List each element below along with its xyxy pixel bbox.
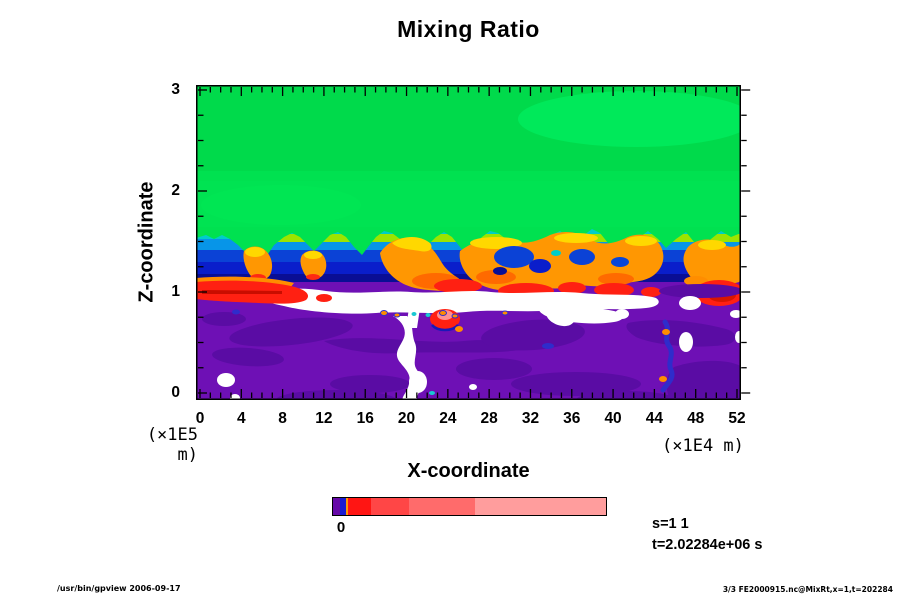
z-tick-label: 3 [171, 81, 180, 98]
z-tick-label: 0 [171, 384, 180, 401]
annotation-s: s=1 1 [652, 516, 689, 532]
x-tick-label: 48 [687, 410, 705, 427]
colorbar-segment [345, 498, 348, 515]
x-tick-label: 16 [356, 410, 374, 427]
x-axis-unit: (×1E4 m) [662, 436, 744, 456]
colorbar-segment [333, 498, 340, 515]
x-tick-label: 12 [315, 410, 333, 427]
contour-plot [196, 85, 751, 400]
x-tick-label: 40 [604, 410, 622, 427]
dark-purple-swirls [202, 284, 741, 400]
colorbar-segment [371, 498, 410, 515]
footer-command: /usr/bin/gpview 2006-09-17 [57, 584, 181, 593]
page-title: Mixing Ratio [397, 16, 540, 42]
x-tick-label: 28 [480, 410, 498, 427]
annotation-time: t=2.02284e+06 s [652, 537, 763, 553]
footer-source: 3/3 FE2000915.nc@MixRt,x=1,t=202284 [722, 585, 893, 594]
x-tick-label: 52 [728, 410, 746, 427]
plot-frame [196, 85, 741, 400]
colorbar-segment [475, 498, 606, 515]
colorbar-zero-label: 0 [336, 519, 346, 536]
x-tick-label: 8 [278, 410, 287, 427]
axis-tick-marks [198, 87, 751, 398]
colorbar-segment [347, 498, 371, 515]
contour-field [196, 85, 741, 400]
x-tick-label: 44 [645, 410, 663, 427]
colorbar-segments [333, 498, 606, 515]
x-tick-label: 20 [397, 410, 416, 427]
z-axis-unit: (×1E5 m) [146, 425, 198, 465]
white-voids [217, 288, 741, 400]
small-dots [232, 309, 670, 395]
x-tick-label: 24 [439, 410, 457, 427]
colorbar-segment [409, 498, 476, 515]
x-tick-label: 32 [521, 410, 540, 427]
colorbar [332, 497, 607, 516]
x-tick-label: 4 [236, 410, 246, 427]
z-axis-label: Z-coordinate [135, 181, 158, 303]
x-axis-label: X-coordinate [407, 460, 530, 482]
x-tick-label: 36 [563, 410, 581, 427]
colorbar-segment [339, 498, 346, 515]
